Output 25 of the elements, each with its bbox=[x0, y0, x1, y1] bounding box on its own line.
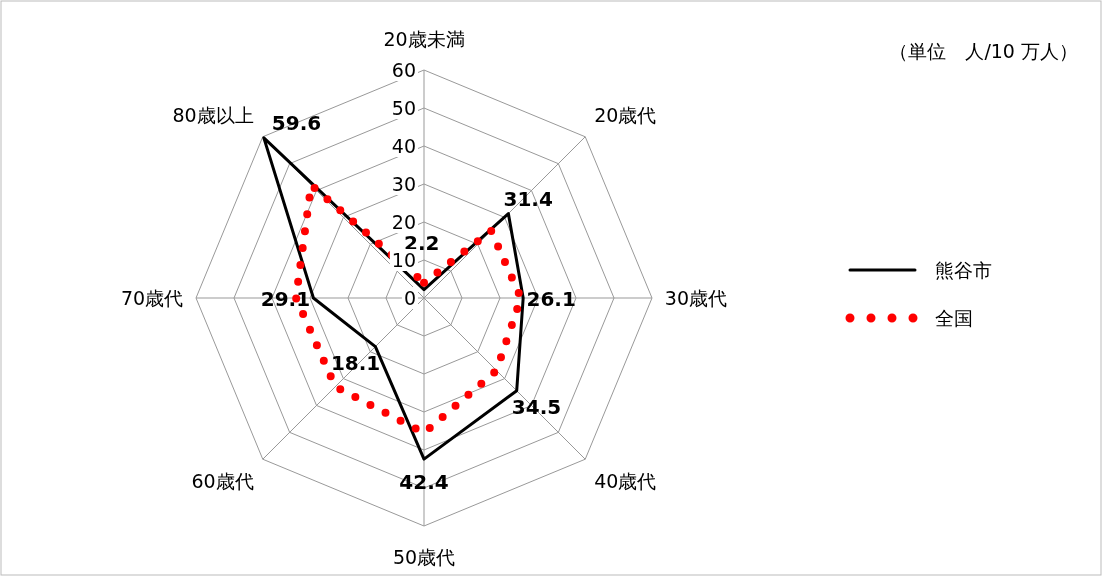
data-label: 26.1 bbox=[526, 287, 576, 311]
y-tick-label: 50 bbox=[391, 97, 416, 119]
data-label: 59.6 bbox=[271, 110, 322, 135]
y-tick-label: 60 bbox=[391, 59, 416, 81]
y-tick-label: 30 bbox=[391, 173, 416, 195]
spoke-label: 50歳代 bbox=[392, 545, 456, 568]
y-tick-label: 40 bbox=[391, 135, 416, 157]
data-label: 29.1 bbox=[260, 287, 311, 311]
data-label: 34.5 bbox=[511, 395, 562, 420]
spoke-label: 20歳代 bbox=[594, 104, 657, 126]
spoke-label: 40歳代 bbox=[594, 470, 657, 492]
spoke-label: 80歳以上 bbox=[172, 104, 254, 126]
spoke-label: 60歳代 bbox=[191, 470, 254, 492]
text: （単位 人/10 万人） bbox=[889, 40, 1078, 62]
data-label: 18.1 bbox=[330, 351, 381, 376]
legend-label: 全国 bbox=[935, 307, 973, 329]
spoke-label: 70歳代 bbox=[121, 287, 184, 309]
spoke-label: 30歳代 bbox=[664, 287, 727, 309]
y-tick-label: 0 bbox=[403, 287, 416, 309]
data-label: 42.4 bbox=[399, 470, 449, 495]
y-tick-label: 20 bbox=[391, 211, 416, 233]
spoke-label: 20歳未満 bbox=[383, 28, 465, 51]
legend-label: 熊谷市 bbox=[935, 259, 992, 281]
data-label: 31.4 bbox=[503, 187, 553, 212]
y-tick-label: 10 bbox=[391, 249, 416, 271]
